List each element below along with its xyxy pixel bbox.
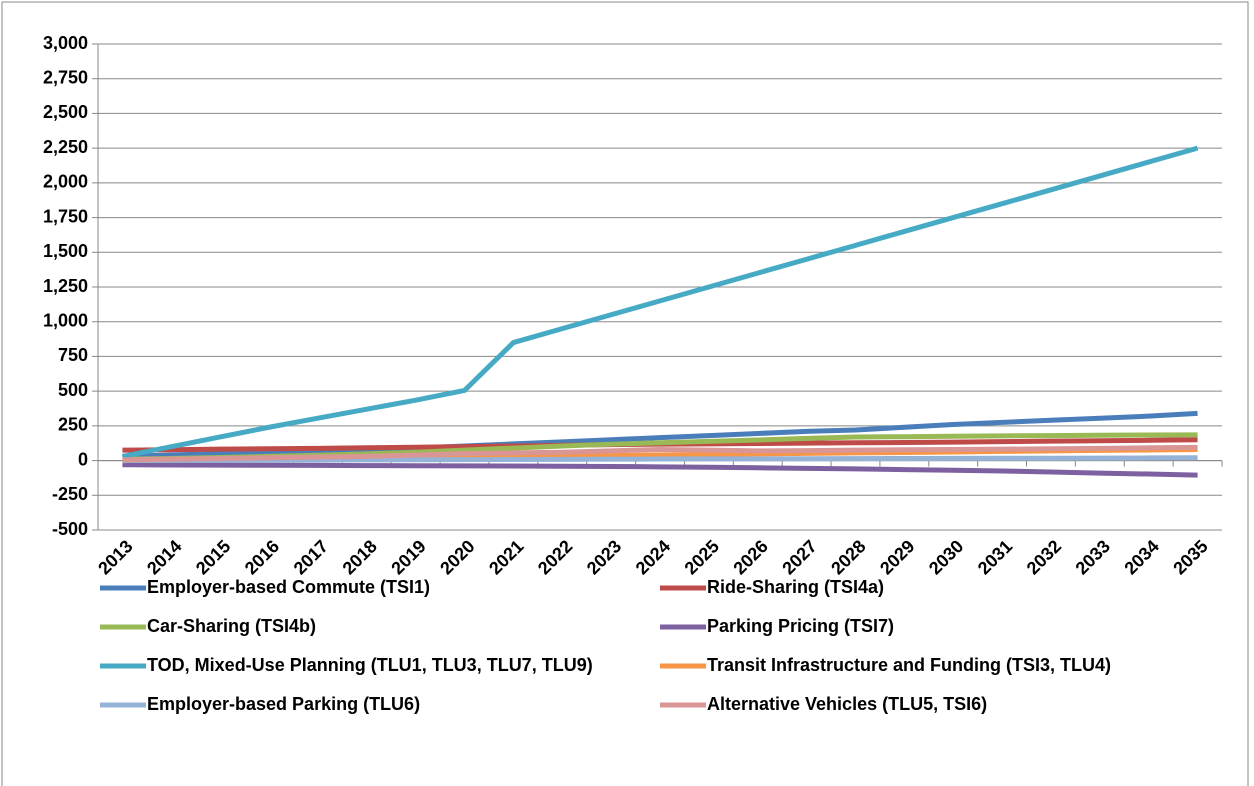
x-tick-label: 2021 [485, 536, 527, 578]
x-tick-label: 2017 [290, 536, 332, 578]
x-tick-label: 2032 [1023, 536, 1065, 578]
y-tick-label: 2,750 [43, 67, 88, 87]
legend-label: Transit Infrastructure and Funding (TSI3… [707, 655, 1111, 675]
legend-label: Parking Pricing (TSI7) [707, 616, 894, 636]
x-tick-label: 2026 [729, 536, 771, 578]
y-tick-label: -250 [52, 484, 88, 504]
x-tick-label: 2035 [1169, 536, 1211, 578]
x-tick-label: 2030 [925, 536, 967, 578]
y-tick-label: 0 [78, 449, 88, 469]
y-tick-label: 750 [58, 345, 88, 365]
y-tick-label: 2,250 [43, 137, 88, 157]
x-tick-label: 2019 [387, 536, 429, 578]
y-tick-label: 500 [58, 380, 88, 400]
y-tick-label: -500 [52, 519, 88, 539]
y-tick-label: 2,000 [43, 172, 88, 192]
x-tick-label: 2020 [436, 536, 478, 578]
legend-label: TOD, Mixed-Use Planning (TLU1, TLU3, TLU… [147, 655, 593, 675]
x-tick-label: 2034 [1120, 536, 1162, 578]
x-tick-label: 2013 [94, 536, 136, 578]
y-tick-label: 1,750 [43, 206, 88, 226]
legend-label: Ride-Sharing (TSI4a) [707, 577, 884, 597]
y-tick-label: 1,000 [43, 310, 88, 330]
legend-label: Car-Sharing (TSI4b) [147, 616, 316, 636]
legend-label: Alternative Vehicles (TLU5, TSI6) [707, 694, 987, 714]
x-tick-label: 2022 [534, 536, 576, 578]
series-line [122, 444, 1198, 463]
x-tick-label: 2023 [583, 536, 625, 578]
y-tick-label: 1,250 [43, 276, 88, 296]
series-line [122, 410, 1198, 459]
x-tick-label: 2028 [827, 536, 869, 578]
y-tick-label: 1,500 [43, 241, 88, 261]
x-tick-label: 2024 [632, 536, 674, 578]
x-tick-label: 2016 [241, 536, 283, 578]
x-tick-label: 2027 [778, 536, 820, 578]
series-line [121, 145, 1199, 459]
series-line [122, 455, 1198, 464]
legend-label: Employer-based Commute (TSI1) [147, 577, 430, 597]
x-tick-label: 2025 [681, 536, 723, 578]
y-tick-label: 250 [58, 415, 88, 435]
x-tick-label: 2033 [1072, 536, 1114, 578]
x-tick-label: 2018 [339, 536, 381, 578]
x-tick-label: 2014 [143, 536, 185, 578]
y-tick-label: 3,000 [43, 33, 88, 53]
y-tick-label: 2,500 [43, 102, 88, 122]
x-tick-label: 2029 [876, 536, 918, 578]
legend-label: Employer-based Parking (TLU6) [147, 694, 420, 714]
x-tick-label: 2015 [192, 536, 234, 578]
series-line [122, 462, 1198, 478]
x-tick-label: 2031 [974, 536, 1016, 578]
